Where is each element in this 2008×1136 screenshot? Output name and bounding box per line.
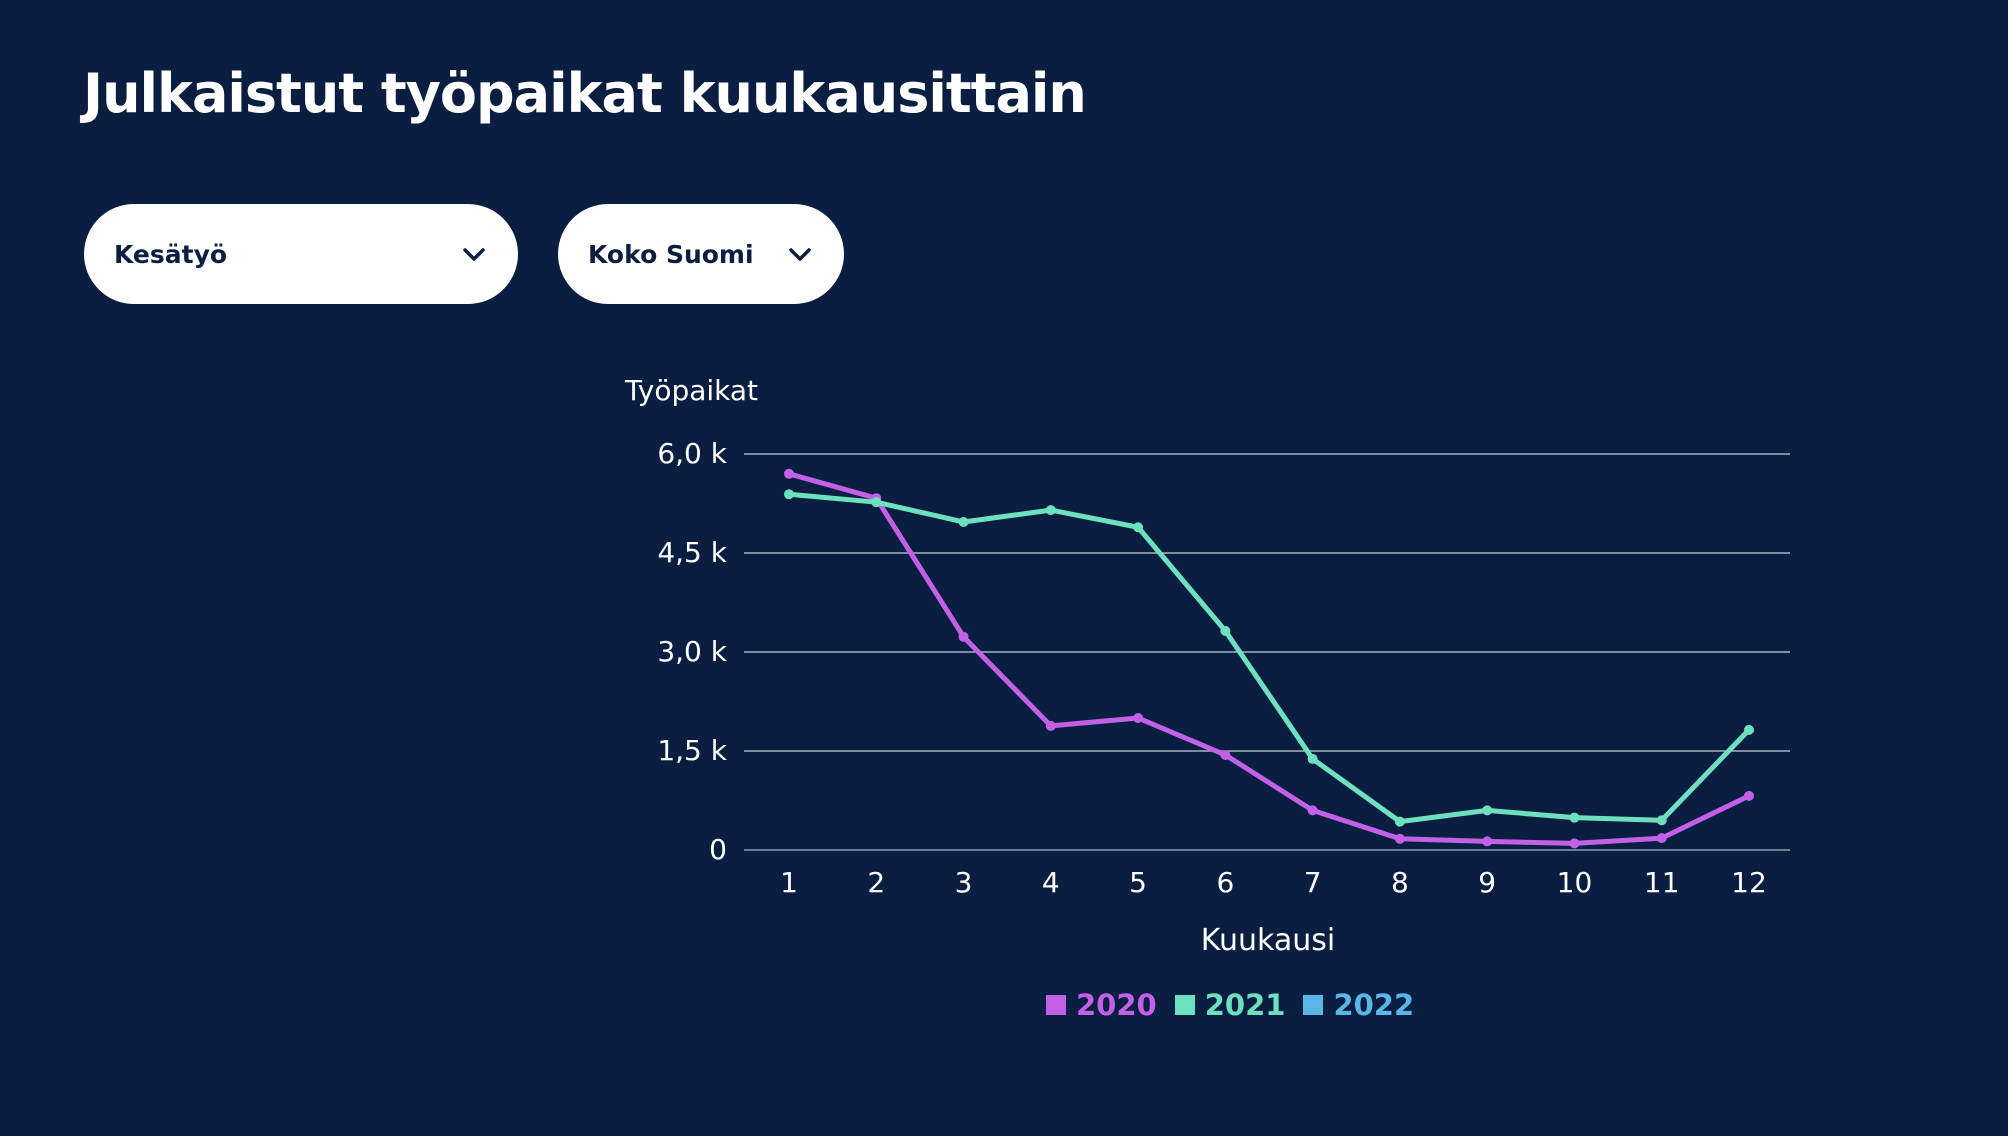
- x-tick-label: 7: [1304, 866, 1322, 899]
- x-tick-label: 6: [1216, 866, 1234, 899]
- data-point[interactable]: [1569, 812, 1580, 823]
- y-tick-label: 6,0 k: [657, 437, 727, 470]
- x-tick-label: 3: [955, 866, 973, 899]
- legend-item-2020[interactable]: 2020: [1046, 988, 1157, 1022]
- series-2020: [784, 468, 1754, 849]
- data-point[interactable]: [1045, 720, 1056, 731]
- legend-swatch: [1303, 995, 1324, 1015]
- chevron-down-icon: [789, 248, 811, 261]
- series-2021: [784, 489, 1754, 827]
- series-line: [786, 471, 1752, 846]
- data-point[interactable]: [1045, 505, 1056, 516]
- data-point[interactable]: [1656, 833, 1667, 844]
- x-tick-label: 5: [1129, 866, 1147, 899]
- y-tick-label: 4,5 k: [657, 536, 727, 569]
- data-point[interactable]: [1133, 713, 1144, 723]
- region-dropdown[interactable]: Koko Suomi: [558, 204, 844, 304]
- job-type-dropdown[interactable]: Kesätyö: [84, 204, 518, 304]
- x-axis-label: Kuukausi: [1201, 923, 1335, 958]
- legend-label: 2021: [1204, 988, 1286, 1022]
- legend-item-2021[interactable]: 2021: [1174, 988, 1286, 1022]
- x-tick-label: 4: [1042, 866, 1060, 899]
- data-point[interactable]: [871, 497, 882, 508]
- data-point[interactable]: [1220, 749, 1231, 760]
- x-tick-label: 11: [1644, 866, 1680, 899]
- data-point[interactable]: [1394, 833, 1405, 844]
- x-tick-label: 8: [1391, 866, 1409, 899]
- data-point[interactable]: [1307, 805, 1318, 816]
- data-point[interactable]: [958, 631, 969, 642]
- job-type-value: Kesätyö: [114, 239, 228, 269]
- legend-swatch: [1046, 995, 1066, 1015]
- data-point[interactable]: [784, 489, 794, 500]
- data-point[interactable]: [1394, 816, 1405, 827]
- data-point[interactable]: [1656, 815, 1667, 826]
- legend-item-2022[interactable]: 2022: [1303, 988, 1414, 1022]
- data-point[interactable]: [1220, 625, 1231, 636]
- data-point[interactable]: [784, 468, 794, 479]
- data-point[interactable]: [1482, 805, 1493, 816]
- legend-label: 2020: [1076, 988, 1157, 1022]
- x-tick-label: 9: [1478, 866, 1496, 899]
- x-tick-label: 1: [780, 866, 798, 899]
- x-tick-label: 12: [1731, 866, 1767, 899]
- data-point[interactable]: [1744, 790, 1754, 801]
- data-point[interactable]: [1307, 753, 1318, 764]
- data-point[interactable]: [1133, 522, 1144, 533]
- series-line: [786, 491, 1752, 825]
- data-point[interactable]: [1744, 724, 1754, 735]
- x-tick-label: 10: [1557, 866, 1593, 899]
- region-value: Koko Suomi: [588, 239, 754, 269]
- y-tick-label: 3,0 k: [657, 635, 727, 668]
- x-tick-label: 2: [867, 866, 885, 899]
- chart-legend: 2020 2021 2022: [1046, 988, 1414, 1022]
- data-point[interactable]: [1569, 838, 1580, 849]
- legend-swatch: [1174, 995, 1195, 1015]
- y-tick-label: 1,5 k: [657, 734, 727, 767]
- data-point[interactable]: [958, 516, 969, 527]
- y-axis-label: Työpaikat: [624, 374, 758, 407]
- legend-label: 2022: [1333, 988, 1415, 1022]
- page-title: Julkaistut työpaikat kuukausittain: [83, 62, 1087, 125]
- chevron-down-icon: [463, 248, 485, 261]
- data-point[interactable]: [1482, 836, 1493, 847]
- y-tick-label: 0: [709, 833, 727, 866]
